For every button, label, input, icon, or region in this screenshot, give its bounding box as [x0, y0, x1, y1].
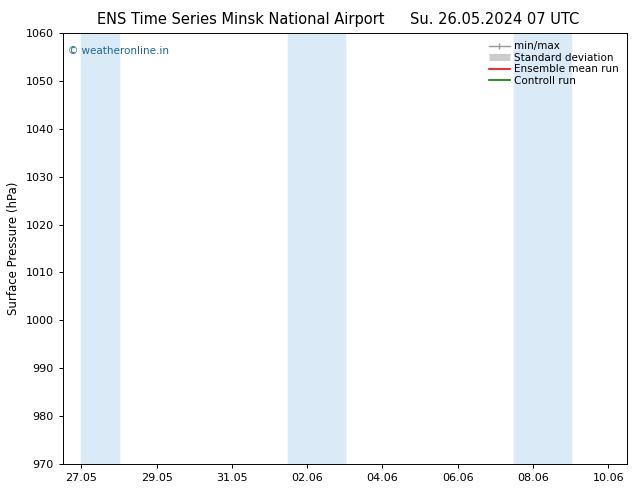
- Text: Su. 26.05.2024 07 UTC: Su. 26.05.2024 07 UTC: [410, 12, 579, 27]
- Bar: [514, 33, 571, 464]
- Legend: min/max, Standard deviation, Ensemble mean run, Controll run: min/max, Standard deviation, Ensemble me…: [486, 38, 622, 89]
- Text: © weatheronline.in: © weatheronline.in: [68, 46, 169, 56]
- Bar: [81, 33, 119, 464]
- Bar: [288, 33, 345, 464]
- Y-axis label: Surface Pressure (hPa): Surface Pressure (hPa): [7, 182, 20, 315]
- Text: ENS Time Series Minsk National Airport: ENS Time Series Minsk National Airport: [97, 12, 385, 27]
